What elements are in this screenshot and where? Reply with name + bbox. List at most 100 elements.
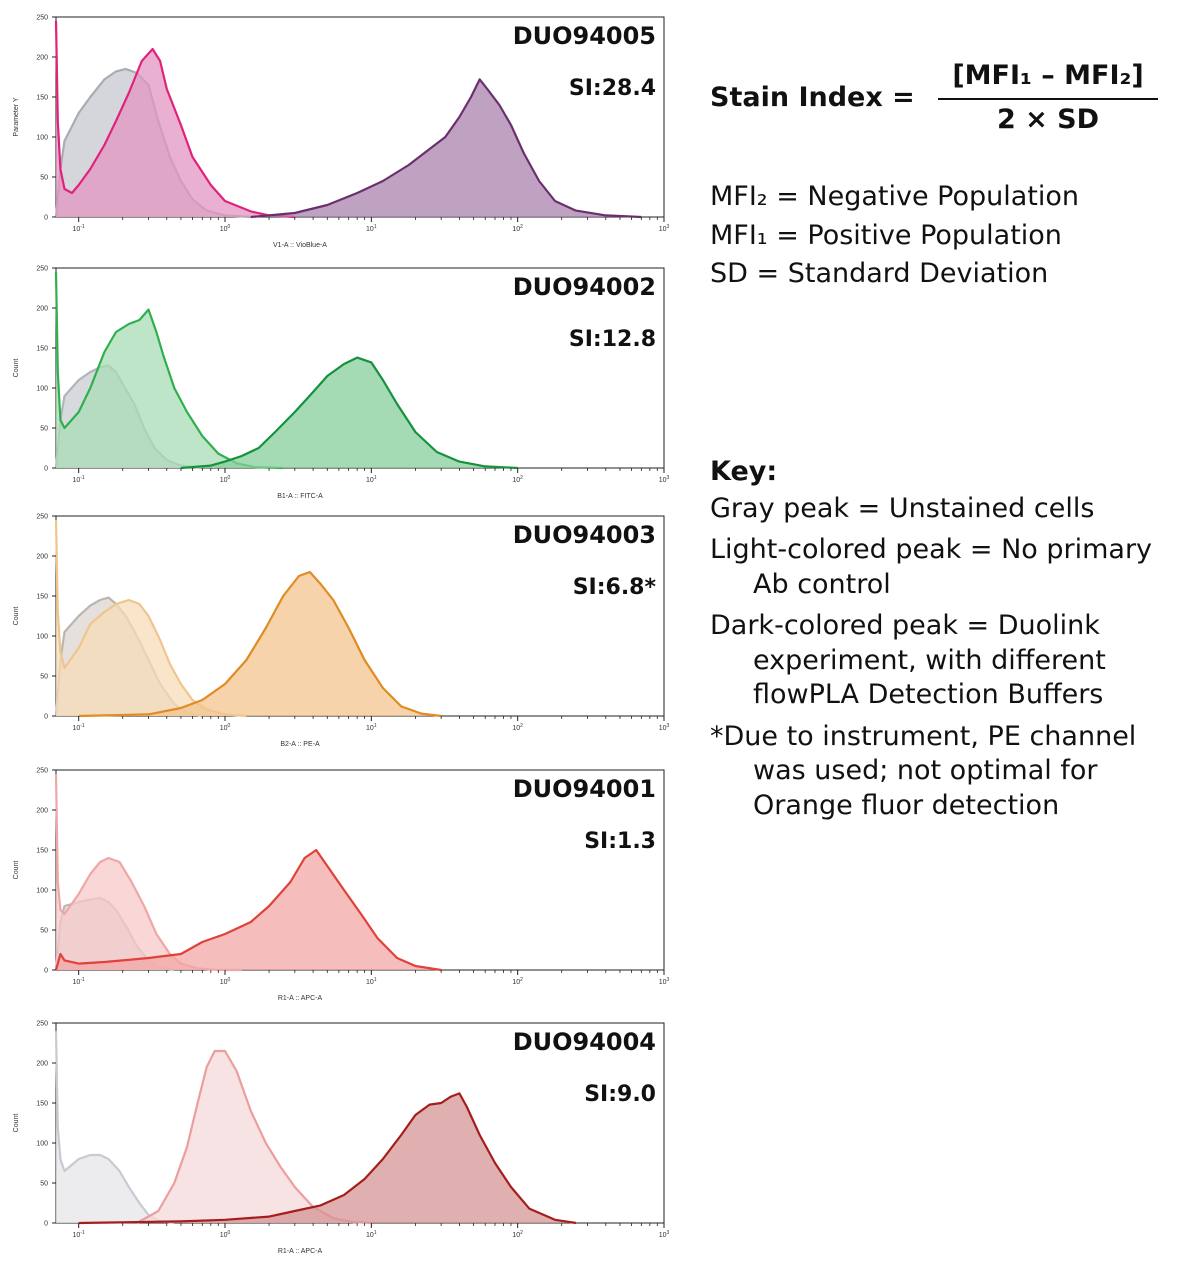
series-line-0 [54, 1030, 175, 1225]
x-tick-label: 100 [220, 723, 231, 732]
stain-index-value: SI:28.4 [568, 76, 656, 101]
definition-sd: SD = Standard Deviation [710, 258, 1049, 289]
definition-mfi1: MFI₁ = Positive Population [710, 219, 1062, 251]
y-tick-label: 250 [36, 768, 48, 775]
y-tick-label: 100 [36, 634, 48, 641]
y-tick-label: 50 [40, 175, 48, 182]
series-area-2 [180, 357, 518, 468]
x-tick-label: 103 [659, 224, 670, 233]
x-axis-label: V1-A :: VioBlue-A [273, 242, 327, 249]
series-line-1 [54, 271, 284, 470]
key-item-dark: Dark-colored peak = Duolink experiment, … [710, 610, 1106, 710]
y-tick-label: 250 [36, 15, 48, 22]
formula-denominator: 2 × SD [996, 104, 1100, 135]
y-tick-label: 200 [36, 306, 48, 313]
series-area-2 [250, 79, 642, 218]
series-line-2 [78, 1092, 577, 1225]
x-tick-label: 102 [512, 475, 523, 484]
series-area-1 [56, 774, 242, 970]
x-tick-label: 103 [659, 723, 670, 732]
y-tick-label: 50 [40, 928, 48, 935]
key-item-light: Light-colored peak = No primary Ab contr… [710, 534, 1153, 600]
x-axis-label: B2-A :: PE-A [280, 741, 320, 748]
x-tick-label: 103 [659, 1230, 670, 1239]
x-tick-label: 101 [366, 224, 377, 233]
x-tick-label: 10-1 [73, 224, 85, 233]
y-tick-label: 250 [36, 266, 48, 273]
y-tick-label: 150 [36, 1101, 48, 1108]
series-area-2 [56, 850, 442, 970]
series-line-2 [54, 848, 442, 972]
x-tick-label: 10-1 [73, 475, 85, 484]
formula-lhs: Stain Index = [710, 82, 915, 113]
definitions: MFI₂ = Negative Population MFI₁ = Positi… [710, 178, 1079, 294]
histogram-panel-4: 0 50 100 150 200 250 10-1 100 101 102 103 R1-A :: A… [0, 1018, 680, 1270]
y-axis-label: Parameter Y [13, 97, 20, 136]
stain-index-value: SI:12.8 [568, 327, 656, 352]
y-axis-label: Count [13, 861, 20, 880]
series-area-1 [56, 272, 284, 468]
histogram-panel-0: 0 50 100 150 200 250 10-1 100 101 102 103 V1-A :: V… [0, 12, 680, 264]
y-tick-label: 0 [44, 215, 48, 222]
panel-title: DUO94005 [512, 22, 656, 50]
series-area-1 [56, 520, 247, 716]
panel-title: DUO94003 [512, 521, 656, 549]
series-area-0 [56, 1031, 175, 1223]
stain-index-value: SI:6.8* [572, 575, 656, 600]
y-axis-label: Count [13, 1114, 20, 1133]
stain-index-value: SI:9.0 [584, 1082, 656, 1107]
y-axis-label: Count [13, 607, 20, 626]
y-tick-label: 250 [36, 514, 48, 521]
histogram-panel-2: 0 50 100 150 200 250 10-1 100 101 102 103 B2-A :: P… [0, 511, 680, 763]
y-axis-label: Count [13, 359, 20, 378]
x-tick-label: 102 [512, 224, 523, 233]
key-legend: Key: Gray peak = Unstained cells Light-c… [710, 455, 1180, 830]
x-axis-label: R1-A :: APC-A [278, 995, 323, 1002]
series-area-1 [56, 21, 295, 217]
histogram-stack: 0 50 100 150 200 250 10-1 100 101 102 103 V1-A :: V… [0, 12, 680, 1256]
y-tick-label: 0 [44, 1221, 48, 1228]
x-tick-label: 10-1 [73, 1230, 85, 1239]
formula-numerator: [MFI₁ – MFI₂] [952, 60, 1144, 91]
y-tick-label: 150 [36, 346, 48, 353]
x-tick-label: 100 [220, 977, 231, 986]
y-tick-label: 150 [36, 95, 48, 102]
histogram-panel-1: 0 50 100 150 200 250 10-1 100 101 102 103 B1-A :: F… [0, 263, 680, 515]
y-tick-label: 100 [36, 135, 48, 142]
y-tick-label: 200 [36, 1061, 48, 1068]
fraction-bar [938, 98, 1158, 100]
y-tick-label: 0 [44, 466, 48, 473]
key-title: Key: [710, 456, 778, 487]
y-tick-label: 0 [44, 968, 48, 975]
x-tick-label: 100 [220, 224, 231, 233]
panel-title: DUO94001 [512, 775, 656, 803]
series-line-2 [250, 78, 642, 219]
x-tick-label: 103 [659, 475, 670, 484]
series-line-2 [180, 356, 518, 470]
x-tick-label: 100 [220, 1230, 231, 1239]
histogram-panel-3: 0 50 100 150 200 250 10-1 100 101 102 103 R1-A :: A… [0, 765, 680, 1017]
definition-mfi2: MFI₂ = Negative Population [710, 181, 1080, 212]
y-tick-label: 200 [36, 554, 48, 561]
series-area-2 [78, 1093, 576, 1223]
y-tick-label: 0 [44, 714, 48, 721]
panel-title: DUO94004 [512, 1028, 656, 1056]
x-tick-label: 102 [512, 1230, 523, 1239]
x-tick-label: 101 [366, 723, 377, 732]
x-axis-label: B1-A :: FITC-A [277, 493, 323, 500]
y-tick-label: 50 [40, 1181, 48, 1188]
series-line-2 [78, 570, 442, 718]
y-tick-label: 250 [36, 1021, 48, 1028]
key-item-footnote: *Due to instrument, PE channel was used;… [710, 720, 1137, 821]
series-area-2 [78, 572, 442, 716]
y-tick-label: 150 [36, 594, 48, 601]
stain-index-formula: Stain Index = [MFI₁ – MFI₂] 2 × SD [710, 60, 1170, 140]
x-axis-label: R1-A :: APC-A [278, 1248, 323, 1255]
panel-title: DUO94002 [512, 273, 656, 301]
y-tick-label: 200 [36, 55, 48, 62]
y-tick-label: 50 [40, 674, 48, 681]
series-line-1 [54, 20, 295, 219]
